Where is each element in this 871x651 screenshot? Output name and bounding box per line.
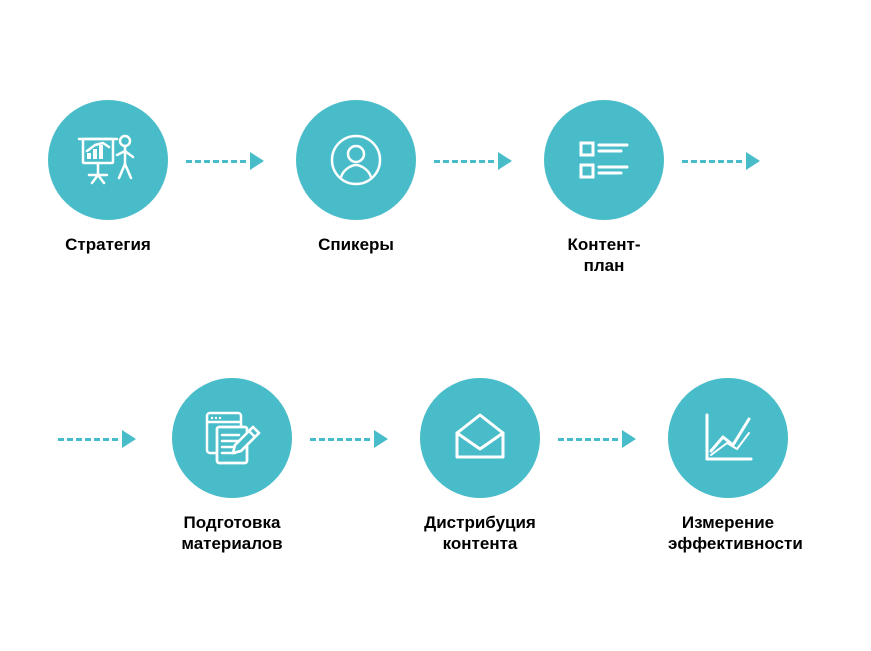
arrow-head-icon <box>746 152 760 170</box>
person-circle-icon <box>296 100 416 220</box>
envelope-open-icon <box>420 378 540 498</box>
arrow-head-icon <box>622 430 636 448</box>
flow-node-strategy: Стратегия <box>48 100 168 255</box>
flow-node-distribution: Дистрибуция контента <box>420 378 540 555</box>
arrow-head-icon <box>374 430 388 448</box>
arrow-dash <box>682 160 742 163</box>
list-icon <box>544 100 664 220</box>
flow-arrow <box>58 430 136 448</box>
arrow-dash <box>310 438 370 441</box>
flow-arrow <box>558 430 636 448</box>
flow-arrow <box>682 152 760 170</box>
flow-node-label: Измерение эффективности <box>668 512 788 555</box>
arrow-head-icon <box>498 152 512 170</box>
arrow-head-icon <box>250 152 264 170</box>
presentation-icon <box>48 100 168 220</box>
chart-line-icon <box>668 378 788 498</box>
flow-node-content-plan: Контент- план <box>544 100 664 277</box>
arrow-head-icon <box>122 430 136 448</box>
flow-node-label: Спикеры <box>296 234 416 255</box>
flow-arrow <box>310 430 388 448</box>
flow-arrow <box>434 152 512 170</box>
flow-node-materials: Подготовка материалов <box>172 378 292 555</box>
flow-node-label: Контент- план <box>544 234 664 277</box>
flow-node-label: Подготовка материалов <box>172 512 292 555</box>
flow-node-label: Стратегия <box>48 234 168 255</box>
flow-node-measurement: Измерение эффективности <box>668 378 788 555</box>
flow-node-speakers: Спикеры <box>296 100 416 255</box>
flow-arrow <box>186 152 264 170</box>
arrow-dash <box>186 160 246 163</box>
document-pencil-icon <box>172 378 292 498</box>
arrow-dash <box>558 438 618 441</box>
arrow-dash <box>434 160 494 163</box>
flow-node-label: Дистрибуция контента <box>420 512 540 555</box>
arrow-dash <box>58 438 118 441</box>
